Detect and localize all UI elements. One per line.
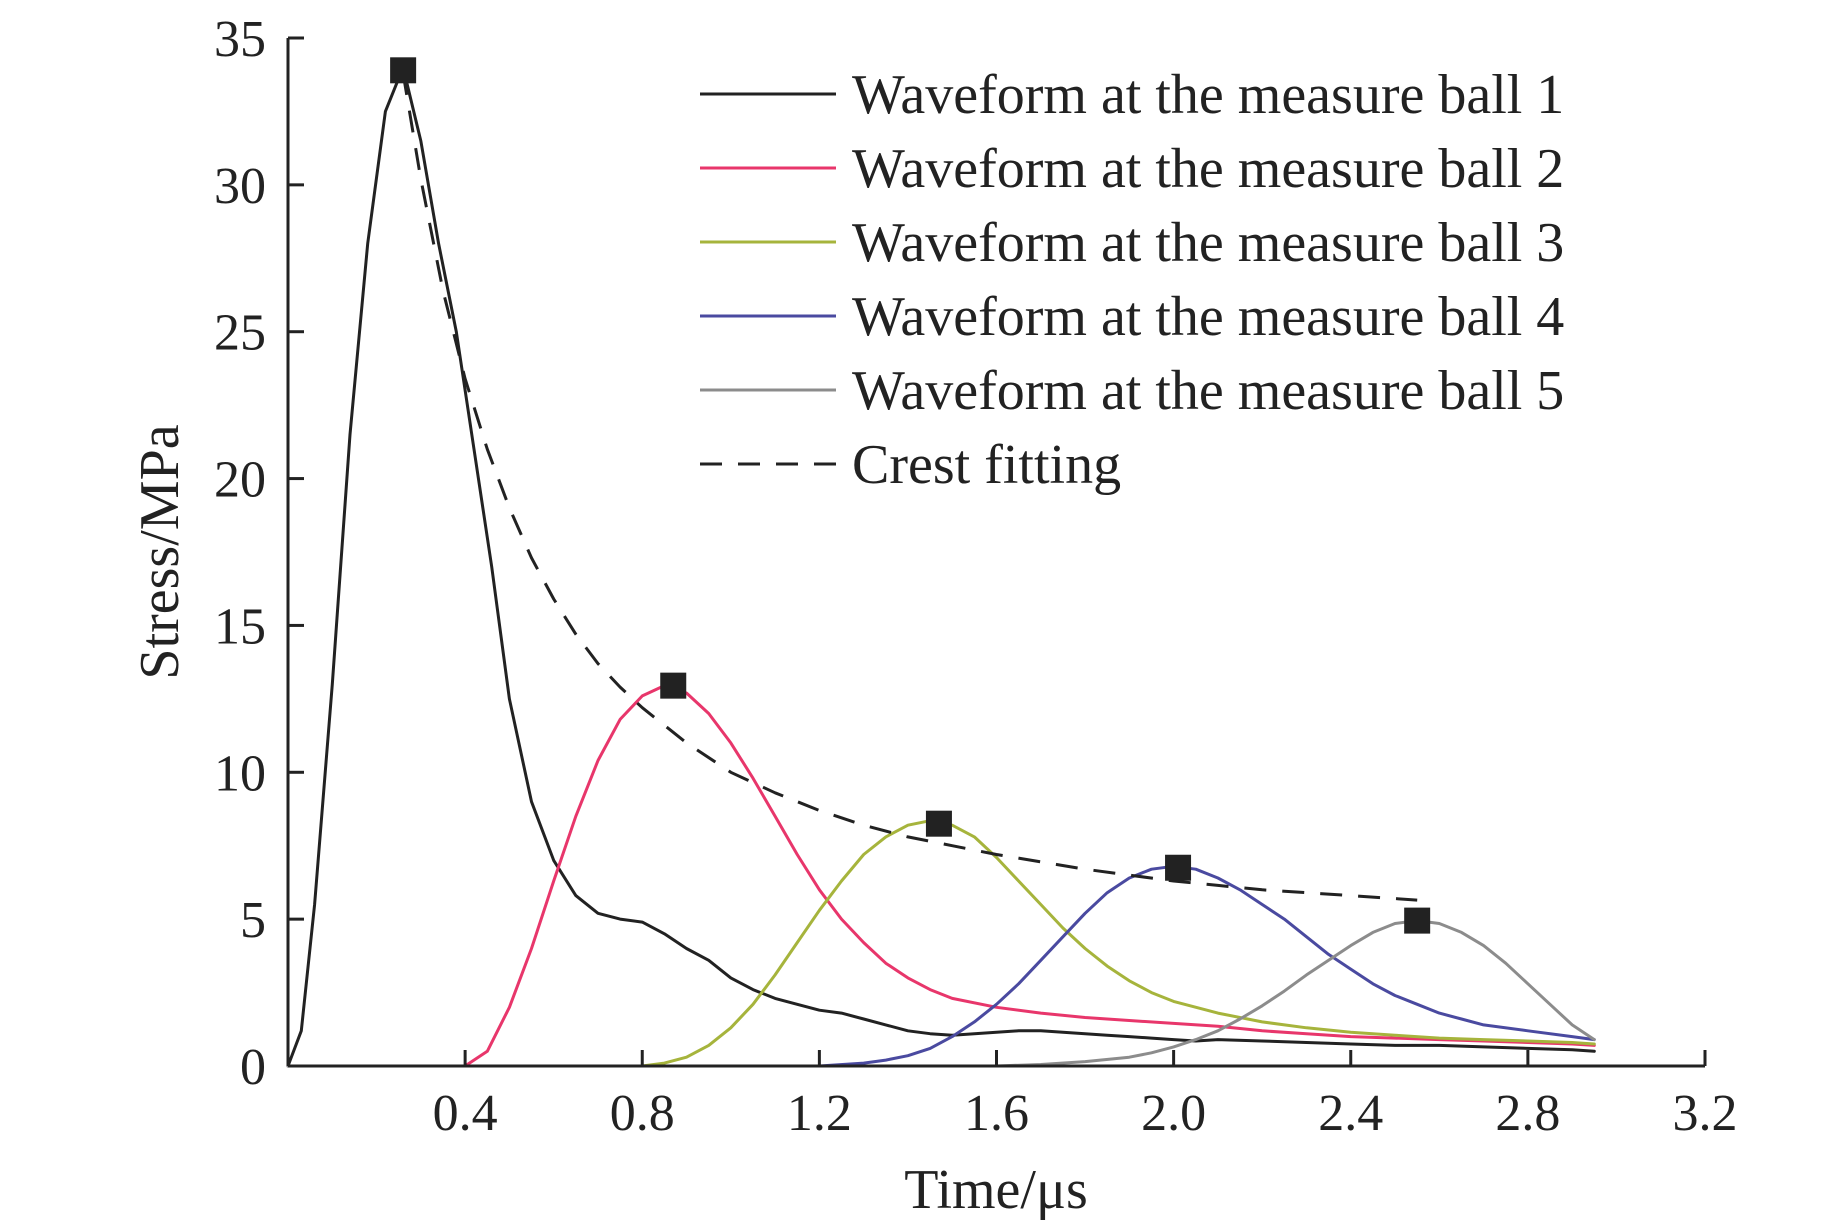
series-line-2 bbox=[286, 684, 1596, 1068]
plot-lines bbox=[286, 65, 1596, 1068]
crest-marker bbox=[390, 57, 417, 84]
y-tick-label: 20 bbox=[214, 452, 266, 509]
crest-marker bbox=[1404, 907, 1431, 934]
legend-label: Crest fitting bbox=[852, 434, 1121, 496]
y-tick-label: 0 bbox=[240, 1039, 266, 1096]
x-tick-label: 2.4 bbox=[1318, 1085, 1383, 1142]
legend-label: Waveform at the measure ball 4 bbox=[852, 286, 1564, 348]
crest-marker bbox=[1165, 854, 1192, 881]
y-tick-label: 15 bbox=[214, 598, 266, 655]
x-tick-label: 0.8 bbox=[610, 1085, 675, 1142]
x-ticks: 0.4 0.8 1.2 1.6 2.0 2.4 2.8 3.2 bbox=[433, 1050, 1738, 1142]
legend-label: Waveform at the measure ball 5 bbox=[852, 360, 1564, 422]
y-ticks: 0 5 10 15 20 25 30 35 bbox=[214, 11, 304, 1096]
y-tick-label: 30 bbox=[214, 158, 266, 215]
x-tick-label: 3.2 bbox=[1673, 1085, 1738, 1142]
y-axis-title: Stress/MPa bbox=[129, 424, 191, 679]
series-line-1 bbox=[286, 65, 1596, 1068]
x-tick-label: 0.4 bbox=[433, 1085, 498, 1142]
x-axis-title: Time/μs bbox=[904, 1159, 1088, 1221]
series-line-5 bbox=[286, 919, 1596, 1068]
legend-label: Waveform at the measure ball 3 bbox=[852, 212, 1564, 274]
legend: Waveform at the measure ball 1 Waveform a… bbox=[700, 64, 1564, 496]
x-tick-label: 1.6 bbox=[964, 1085, 1029, 1142]
crest-marker bbox=[660, 672, 687, 699]
series-line-3 bbox=[286, 819, 1596, 1068]
series-line-6 bbox=[401, 72, 1418, 902]
y-tick-label: 5 bbox=[240, 892, 266, 949]
x-tick-label: 1.2 bbox=[787, 1085, 852, 1142]
y-tick-label: 10 bbox=[214, 745, 266, 802]
y-tick-label: 25 bbox=[214, 305, 266, 362]
legend-label: Waveform at the measure ball 1 bbox=[852, 64, 1564, 126]
crest-marker bbox=[925, 810, 952, 837]
x-tick-label: 2.8 bbox=[1495, 1085, 1560, 1142]
x-tick-label: 2.0 bbox=[1141, 1085, 1206, 1142]
legend-label: Waveform at the measure ball 2 bbox=[852, 138, 1564, 200]
crest-markers bbox=[390, 57, 1431, 934]
y-tick-label: 35 bbox=[214, 11, 266, 68]
